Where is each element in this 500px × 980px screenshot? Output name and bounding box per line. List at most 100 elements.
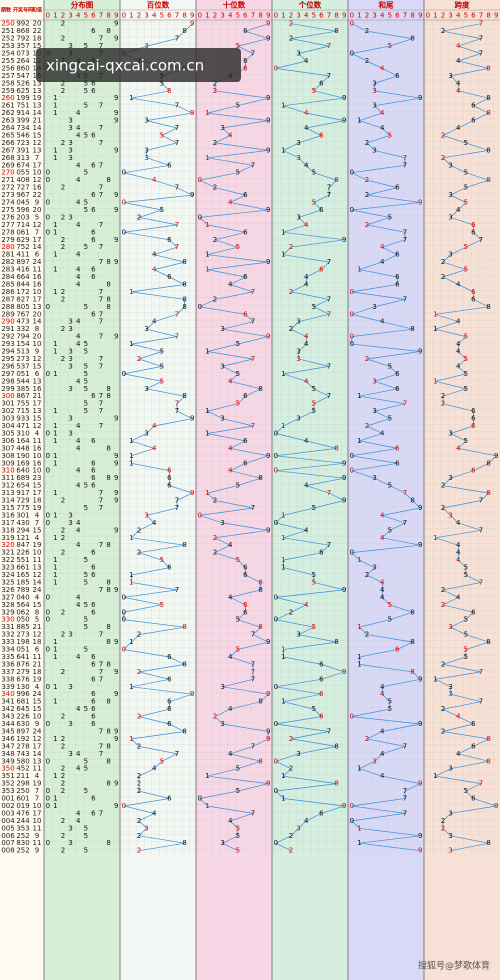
trend-digit: 3 <box>448 474 452 482</box>
trend-digit: 2 <box>441 817 445 825</box>
distribution-digit: 4 <box>76 482 81 490</box>
digit-header: 3 <box>220 12 224 20</box>
trend-digit: 7 <box>479 50 483 58</box>
distribution-digit: 8 <box>106 258 110 266</box>
sum: 10 <box>33 169 42 177</box>
trend-digit: 2 <box>213 184 217 192</box>
distribution-digit: 4 <box>76 377 81 385</box>
draw-number: 278 <box>16 742 29 750</box>
trend-digit: 9 <box>418 541 422 549</box>
footer: 搜狐号@梦歌体育 <box>418 960 490 972</box>
distribution-digit: 8 <box>106 303 110 311</box>
distribution-digit: 9 <box>114 489 118 497</box>
distribution-digit: 8 <box>106 444 110 452</box>
trend-digit: 3 <box>220 839 224 847</box>
trend-digit: 8 <box>258 474 262 482</box>
distribution-digit: 6 <box>91 206 96 214</box>
draw-number: 192 <box>16 735 29 743</box>
trend-digit: 4 <box>380 690 385 698</box>
sum: 21 <box>33 660 42 668</box>
distribution-digit: 4 <box>76 750 81 758</box>
trend-digit: 9 <box>266 526 270 534</box>
trend-digit: 0 <box>274 757 278 765</box>
trend-digit: 8 <box>486 64 490 72</box>
trend-digit: 3 <box>372 79 376 87</box>
trend-digit: 7 <box>251 660 255 668</box>
sum: 13 <box>33 303 42 311</box>
trend-digit: 2 <box>365 631 369 639</box>
sum: 11 <box>33 765 42 773</box>
sum: 11 <box>33 839 42 847</box>
digit-header: 6 <box>471 12 476 20</box>
trend-line <box>350 23 422 852</box>
sum: 8 <box>35 608 39 616</box>
draw-number: 876 <box>16 660 30 668</box>
trend-digit: 4 <box>304 333 309 341</box>
distribution-digit: 9 <box>114 415 118 423</box>
trend-digit: 8 <box>486 303 490 311</box>
sum: 9 <box>35 348 39 356</box>
trend-digit: 1 <box>205 221 209 229</box>
trend-digit: 6 <box>471 288 476 296</box>
digit-header: 6 <box>91 12 96 20</box>
distribution-digit: 1 <box>53 146 57 154</box>
trend-digit: 4 <box>380 727 385 735</box>
trend-digit: 2 <box>441 660 445 668</box>
trend-digit: 5 <box>464 243 468 251</box>
period: 328 <box>1 601 14 609</box>
draw-number: 630 <box>16 720 29 728</box>
trend-digit: 0 <box>350 206 354 214</box>
sum: 24 <box>33 258 42 266</box>
distribution-digit: 1 <box>53 698 57 706</box>
distribution-digit: 1 <box>53 772 57 780</box>
trend-digit: 2 <box>365 422 369 430</box>
trend-digit: 3 <box>296 50 300 58</box>
trend-digit: 8 <box>486 94 490 102</box>
distribution-digit: 7 <box>99 35 103 43</box>
draw-number: 476 <box>16 809 30 817</box>
draw-number: 715 <box>16 407 29 415</box>
trend-digit: 2 <box>365 176 369 184</box>
sum: 12 <box>33 422 42 430</box>
digit-header: 5 <box>236 12 240 20</box>
sum: 6 <box>35 646 40 654</box>
trend-digit: 2 <box>137 355 141 363</box>
digit-header: 7 <box>251 12 255 20</box>
distribution-digit: 2 <box>61 295 65 303</box>
draw-number: 385 <box>16 385 29 393</box>
distribution-digit: 9 <box>114 236 118 244</box>
distribution-digit: 7 <box>99 295 103 303</box>
trend-digit: 6 <box>395 251 400 259</box>
trend-digit: 1 <box>129 459 133 467</box>
distribution-digit: 4 <box>76 109 81 117</box>
period: 274 <box>1 199 15 207</box>
trend-digit: 7 <box>175 333 179 341</box>
draw-number: 169 <box>16 459 29 467</box>
distribution-digit: 7 <box>99 184 103 192</box>
trend-digit: 4 <box>456 541 461 549</box>
trend-digit: 1 <box>357 765 361 773</box>
period: 344 <box>1 720 15 728</box>
trend-digit: 0 <box>122 608 126 616</box>
period: 351 <box>1 772 14 780</box>
draw-number: 664 <box>16 273 30 281</box>
sum: 8 <box>35 325 39 333</box>
distribution-digit: 4 <box>76 422 81 430</box>
distribution-digit: 4 <box>76 444 81 452</box>
distribution-digit: 9 <box>114 497 118 505</box>
digit-header: 5 <box>464 12 468 20</box>
trend-digit: 4 <box>380 124 385 132</box>
trend-digit: 7 <box>175 124 179 132</box>
trend-digit: 9 <box>342 236 346 244</box>
draw-number: 050 <box>16 616 29 624</box>
period: 275 <box>1 206 14 214</box>
sum: 19 <box>33 541 42 549</box>
trend-digit: 4 <box>152 809 157 817</box>
period: 293 <box>1 340 14 348</box>
trend-digit: 9 <box>418 720 422 728</box>
digit-header: 9 <box>190 12 194 20</box>
digit-header: 2 <box>365 12 369 20</box>
period: 285 <box>1 280 14 288</box>
trend-digit: 7 <box>251 504 255 512</box>
distribution-digit: 1 <box>53 348 57 356</box>
